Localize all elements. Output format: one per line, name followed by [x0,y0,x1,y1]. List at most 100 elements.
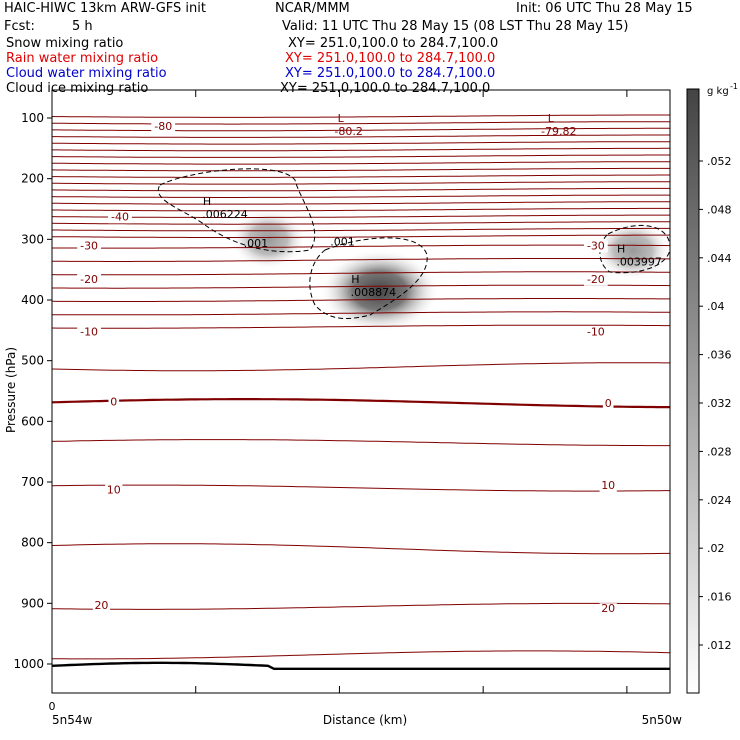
temperature-label-13: 20 [94,599,108,612]
temperature-label-10: 0 [605,397,612,410]
colorbar-tick-label: .024 [707,494,732,507]
field-rain-xy: XY= 251.0,100.0 to 284.7,100.0 [285,51,496,66]
temperature-label-3: -30 [80,239,98,252]
colorbar-unit: g kg [707,86,729,97]
temperature-contour-11 [52,181,670,185]
colorbar-tick-label: .012 [707,639,732,652]
temperature-contour-14 [52,201,670,205]
temperature-contour-29 [52,439,670,447]
temperature-contour-19 [52,234,670,238]
colorbar-unit-exp: -1 [730,82,738,91]
temperature-contour-21 [52,258,670,262]
colorbar-tick-label: .048 [707,203,732,216]
high-value-2: .008874 [351,286,397,299]
temperature-contour-17 [52,221,670,225]
temperature-contour-33 [52,650,670,660]
y-tick-label: 700 [21,475,44,489]
temperature-label-2: -40 [111,210,129,223]
colorbar [686,88,700,694]
temperature-contour-27 [52,362,670,372]
y-tick-label: 200 [21,172,44,186]
y-tick-label: 900 [21,596,44,610]
temperature-label-1: -80 [154,120,172,133]
field-cloudwater-xy: XY= 251.0,100.0 to 284.7,100.0 [285,66,496,81]
high-marker-2: H [351,273,359,286]
valid-time: Valid: 11 UTC Thu 28 May 15 (08 LST Thu … [282,19,629,34]
temperature-contour-9 [52,167,670,172]
temperature-contour-24 [52,298,670,302]
x-tick-label-zero: 0 [49,700,56,713]
temperature-label-14: 20 [601,602,615,615]
temperature-label-12: 10 [601,479,615,492]
forecast-label: Fcst: [4,19,35,34]
temperature-label-8: -10 [587,326,605,339]
low-value-1: -80.2 [334,125,362,138]
field-rain-name: Rain water mixing ratio [6,51,159,66]
temperature-contour-25 [52,311,670,316]
cloud-ice-contour-right [599,225,670,274]
temperature-label-7: -10 [80,326,98,339]
x-end-location: 5n50w [642,713,683,727]
plot-frame [51,89,671,694]
y-tick-label: 400 [21,293,44,307]
temperature-contour-12 [52,187,670,192]
cloud-ice-label-1: .001 [244,237,269,250]
init-time: Init: 06 UTC Thu 28 May 15 [516,1,693,16]
model-title: HAIC-HIWC 13km ARW-GFS init [4,1,206,16]
temperature-contour-4 [52,134,670,138]
colorbar-tick-label: .044 [707,252,732,265]
temperature-contour-32 [52,602,670,610]
colorbar-tick-label: .052 [707,155,732,168]
y-axis-label: Pressure (hPa) [4,347,18,433]
temperature-contour-1 [52,114,670,118]
high-marker-3: H [617,243,625,256]
center-label: NCAR/MMM [275,1,350,16]
y-tick-label: 800 [21,536,44,550]
temperature-contour-7 [52,154,670,158]
temperature-label-5: -20 [80,273,98,286]
field-snow-name: Snow mixing ratio [6,36,124,51]
cloud-ice-contour-left [157,168,316,253]
temperature-contour-31 [52,543,670,555]
y-tick-label: 500 [21,354,44,368]
high-value-3: .003997 [616,256,662,269]
temperature-contour-13 [52,194,670,198]
x-axis-label: Distance (km) [323,713,407,727]
field-cloudice-name: Cloud ice mixing ratio [6,81,149,96]
colorbar-tick-label: .016 [707,591,732,604]
forecast-hours: 5 h [72,19,93,34]
x-start-location: 5n54w [52,713,93,727]
low-value-2: -79.82 [541,125,576,138]
temperature-label-9: 0 [110,395,117,408]
colorbar-tick-label: .04 [707,300,725,313]
temperature-contour-8 [52,161,670,165]
cloud-ice-label-2: .001 [330,235,355,248]
high-value-1: .006224 [202,208,248,221]
temperature-label-11: 10 [107,483,121,496]
temperature-contour-26 [52,324,670,329]
temperature-contour-20 [52,244,670,249]
y-tick-label: 600 [21,414,44,428]
low-marker-1: L [338,112,345,125]
snow-shading-1 [319,248,440,333]
temperature-contour-10 [52,174,670,178]
colorbar-tick-label: .02 [707,542,725,555]
y-tick-label: 1000 [13,657,44,671]
temperature-label-6: -20 [587,273,605,286]
temperature-contour-22 [52,271,670,276]
field-cloudice-xy: XY= 251.0,100.0 to 284.7,100.0 [280,81,491,96]
field-cloudwater-name: Cloud water mixing ratio [6,66,167,81]
temperature-contour-5 [52,141,670,145]
temperature-contour-16 [52,214,670,218]
field-snow-xy: XY= 251.0,100.0 to 284.7,100.0 [288,36,499,51]
terrain-surface-line [52,661,670,670]
temperature-contour-23 [52,284,670,289]
temperature-contour-6 [52,147,670,152]
low-marker-2: L [548,112,555,125]
colorbar-tick-label: .032 [707,397,732,410]
colorbar-tick-label: .036 [707,349,732,362]
temperature-contour-28 [52,398,670,409]
high-marker-1: H [203,195,211,208]
temperature-contour-2 [52,121,670,125]
